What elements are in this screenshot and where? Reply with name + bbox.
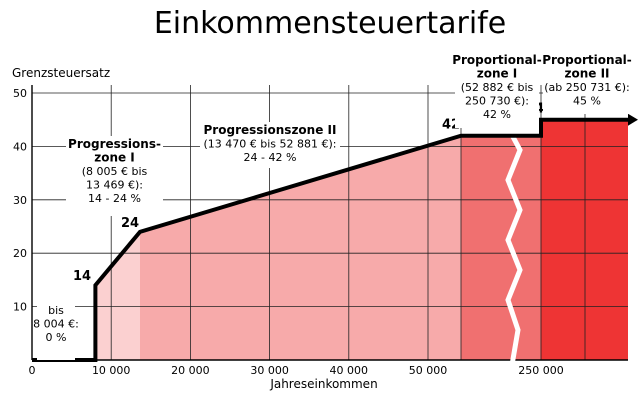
y-tick-label: 30 — [13, 194, 27, 207]
x-axis-label: Jahreseinkommen — [269, 377, 377, 391]
zone-label-box — [455, 52, 539, 128]
zone-label-box — [543, 52, 631, 114]
tariff-line — [32, 117, 628, 362]
zone-proportional-2-band — [541, 119, 628, 360]
x-tick-label: 40 000 — [330, 364, 369, 377]
point-label: 14 — [73, 269, 91, 284]
zone-label-line: 13 469 €): — [86, 179, 143, 192]
y-axis-label: Grenzsteuersatz — [12, 66, 110, 80]
zone-label-line: 45 % — [573, 95, 601, 108]
x-tick-label: 50 000 — [409, 364, 448, 377]
x-tick-label: 30 000 — [250, 364, 289, 377]
axis-break-zigzag — [505, 133, 523, 366]
zone-proportional-2-label: Proportional-zone II(ab 250 731 €):45 % — [542, 52, 632, 114]
zone-label-line: (ab 250 731 €): — [544, 81, 630, 94]
y-tick-label: 40 — [13, 140, 27, 153]
zone-label-box — [66, 136, 163, 216]
zone-progression-2-label: Progressionszone II(13 470 € bis 52 881 … — [200, 122, 340, 168]
y-tick-label: 20 — [13, 247, 27, 260]
zone-proportional-1-band — [461, 135, 541, 360]
zone-progression-2-band — [140, 135, 461, 360]
zone-label-line: (52 882 € bis — [461, 81, 534, 94]
zone-label-line: zone I — [477, 67, 518, 81]
zone-label-line: Proportional- — [452, 53, 542, 67]
y-tick-label: 50 — [13, 87, 27, 100]
arrow-head — [628, 113, 638, 126]
zone-label-line: zone I — [94, 151, 135, 165]
zone-label-line: Progressionszone II — [204, 123, 337, 137]
x-tick-label: 20 000 — [171, 364, 210, 377]
zone-label-line: (8 005 € bis — [82, 165, 148, 178]
chart-title: Einkommensteuertarife — [154, 6, 506, 41]
zone-label-line: bis — [48, 304, 64, 317]
zone-label-line: zone II — [564, 67, 609, 81]
zone-label-line: 42 % — [483, 108, 511, 121]
zone-label-line: Progressions- — [68, 137, 161, 151]
zone-label-line: Proportional- — [542, 53, 632, 67]
zone-label-line: 14 - 24 % — [88, 192, 141, 205]
zone-label-line: (13 470 € bis 52 881 €): — [203, 138, 336, 151]
zone-label-line: 0 % — [46, 331, 67, 344]
zone-label-box — [200, 122, 340, 168]
zone-label-line: 24 - 42 % — [244, 151, 297, 164]
zone-label-line: 250 730 €): — [465, 95, 529, 108]
x-tick-label: 250 000 — [518, 364, 564, 377]
zone-label-line: 8 004 €: — [33, 318, 79, 331]
zone-progression-1-band — [95, 231, 140, 360]
y-tick-label: 10 — [13, 301, 27, 314]
x-tick-label: 0 — [29, 364, 36, 377]
point-label: 24 — [121, 216, 139, 231]
x-tick-label: 10 000 — [92, 364, 131, 377]
zone-label-box — [37, 302, 75, 360]
